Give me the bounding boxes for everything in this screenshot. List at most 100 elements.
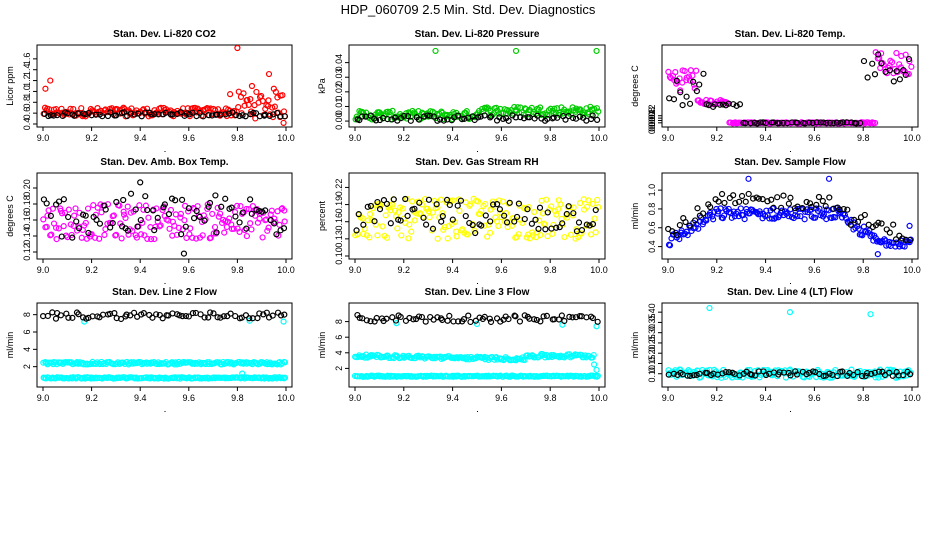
primary-point [735, 213, 742, 220]
x-tick-label: 9.8 [231, 393, 244, 403]
primary-point [376, 109, 383, 116]
secondary-point [875, 219, 882, 226]
primary-point [570, 352, 578, 359]
secondary-point [242, 312, 250, 319]
secondary-point [99, 113, 106, 120]
x-tick-label: 9.6 [808, 133, 821, 143]
primary-point [181, 217, 188, 224]
primary-point [256, 215, 263, 222]
secondary-point [458, 116, 466, 123]
primary-point [415, 108, 422, 115]
primary-point [271, 103, 278, 110]
secondary-point [776, 119, 783, 127]
y-axis-label: degrees C [5, 195, 15, 237]
secondary-point [570, 210, 577, 217]
secondary-point [99, 311, 107, 318]
y-axis-label: ml/min [317, 332, 327, 359]
y-tick-label: 0.4 [647, 240, 657, 253]
secondary-outlier-point [120, 196, 127, 204]
secondary-point [247, 111, 254, 118]
secondary-point [718, 190, 726, 198]
secondary-point [860, 57, 868, 65]
secondary-point [109, 219, 116, 227]
secondary-point [799, 204, 806, 212]
primary-point [554, 206, 562, 213]
y-tick-label: 2 [22, 364, 32, 369]
secondary-point [404, 113, 412, 120]
secondary-point [190, 215, 198, 222]
primary-point [902, 51, 909, 58]
secondary-point [886, 229, 893, 236]
secondary-point [411, 205, 418, 212]
primary-point [510, 215, 518, 222]
primary-point [245, 206, 252, 213]
primary-point [439, 210, 446, 217]
x-tick-label: 10.0 [590, 393, 608, 403]
primary-point [241, 226, 248, 234]
x-tick-label: 10.0 [590, 133, 608, 143]
secondary-point [65, 213, 72, 221]
primary-point [265, 97, 272, 104]
primary-point [686, 77, 694, 84]
panel-5: Stan. Dev. Gas Stream RH percent 9.0 9.2 9.4… [317, 157, 608, 284]
secondary-point [134, 223, 141, 230]
primary-point [61, 209, 69, 216]
primary-point [60, 223, 67, 230]
y-tick-label: 8 [22, 312, 32, 317]
secondary-point [696, 370, 703, 377]
secondary-point [277, 312, 285, 319]
primary-point [447, 197, 454, 204]
primary-point [537, 104, 544, 111]
primary-point [267, 211, 274, 218]
primary-point [133, 234, 140, 241]
primary-point [841, 211, 848, 219]
secondary-point [423, 221, 430, 228]
primary-point [764, 212, 771, 219]
primary-point [247, 220, 254, 227]
primary-point [253, 88, 260, 96]
secondary-point [532, 216, 539, 223]
secondary-point [443, 196, 451, 204]
secondary-point [488, 113, 495, 120]
secondary-point [266, 112, 273, 120]
primary-point [548, 203, 555, 210]
secondary-point [878, 220, 885, 227]
primary-point [801, 216, 808, 223]
primary-point [199, 232, 206, 239]
primary-point [82, 219, 89, 227]
secondary-point [826, 370, 833, 377]
x-tick-label: 9.6 [183, 265, 196, 275]
y-tick-label: 0.40 [647, 303, 657, 321]
secondary-point [75, 225, 83, 232]
secondary-point [113, 198, 120, 206]
secondary-point [446, 201, 453, 209]
panel-2: Stan. Dev. Li-820 Pressure kPa 9.0 9.2 9.4 9.… [317, 29, 608, 152]
primary-point [463, 108, 470, 115]
primary-point [58, 210, 66, 217]
primary-point [379, 223, 386, 230]
primary-point [209, 210, 216, 218]
primary-point [444, 235, 451, 242]
secondary-point [260, 311, 267, 318]
secondary-point [794, 119, 801, 126]
plot-frame [661, 302, 919, 388]
secondary-point [154, 214, 161, 221]
secondary-point [185, 313, 192, 320]
secondary-point [374, 198, 381, 206]
primary-point [467, 201, 474, 208]
y-tick-label: 0.03 [334, 68, 344, 86]
primary-point [665, 68, 672, 76]
secondary-point [457, 197, 465, 204]
secondary-point [236, 219, 243, 226]
primary-point [535, 217, 543, 224]
secondary-point [93, 216, 100, 224]
secondary-point [755, 195, 762, 202]
secondary-point [905, 56, 913, 63]
primary-outlier-point [786, 309, 794, 316]
primary-point [245, 101, 252, 108]
primary-point [687, 67, 694, 74]
secondary-point [906, 236, 913, 244]
primary-point [867, 233, 874, 240]
y-tick-label: 1.4 [22, 63, 32, 76]
secondary-point [496, 114, 503, 121]
